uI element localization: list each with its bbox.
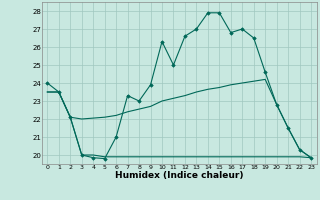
X-axis label: Humidex (Indice chaleur): Humidex (Indice chaleur) (115, 171, 244, 180)
